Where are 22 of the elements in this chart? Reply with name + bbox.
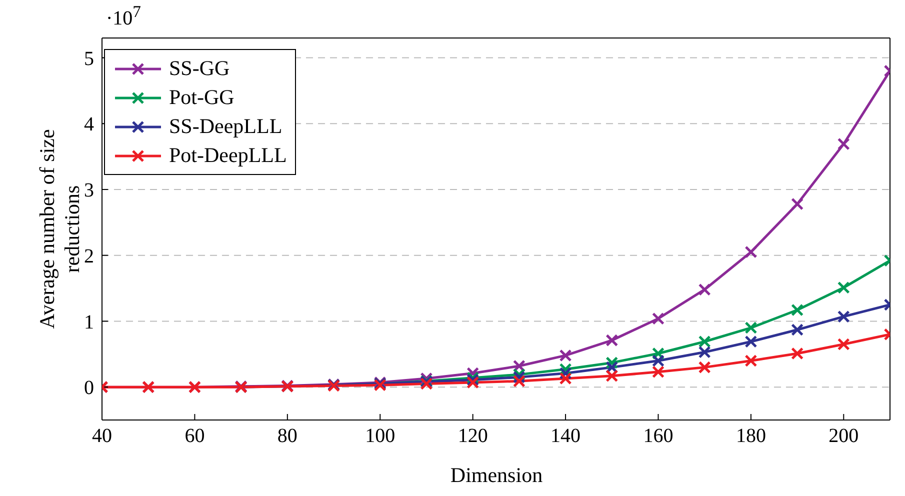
legend-label: Pot-GG [169,85,234,110]
y-tick-label: 5 [84,48,94,70]
y-tick-label: 0 [84,377,94,400]
y-axis-title: Average number of size reductions [35,128,84,331]
x-axis-title: Dimension [449,463,544,488]
x-tick-label: 40 [92,425,112,448]
legend-label: Pot-DeepLLL [169,143,287,168]
x-tick-label: 200 [828,425,859,448]
y-tick-label: 4 [84,114,94,136]
text: ·10$^{7}$ [106,2,141,31]
legend-label: SS-DeepLLL [169,114,282,139]
x-tick-label: 120 [458,425,488,448]
y-tick-label: 2 [84,245,94,268]
x-tick-label: 100 [365,425,396,448]
x-tick-label: 80 [277,425,298,448]
x-tick-label: 160 [643,425,674,448]
x-tick-label: 140 [550,425,581,448]
legend-label: SS-GG [169,56,230,81]
x-tick-label: 180 [736,425,766,448]
y-tick-label: 1 [84,311,94,334]
x-tick-label: 60 [184,425,205,448]
y-tick-label: 3 [84,180,94,202]
